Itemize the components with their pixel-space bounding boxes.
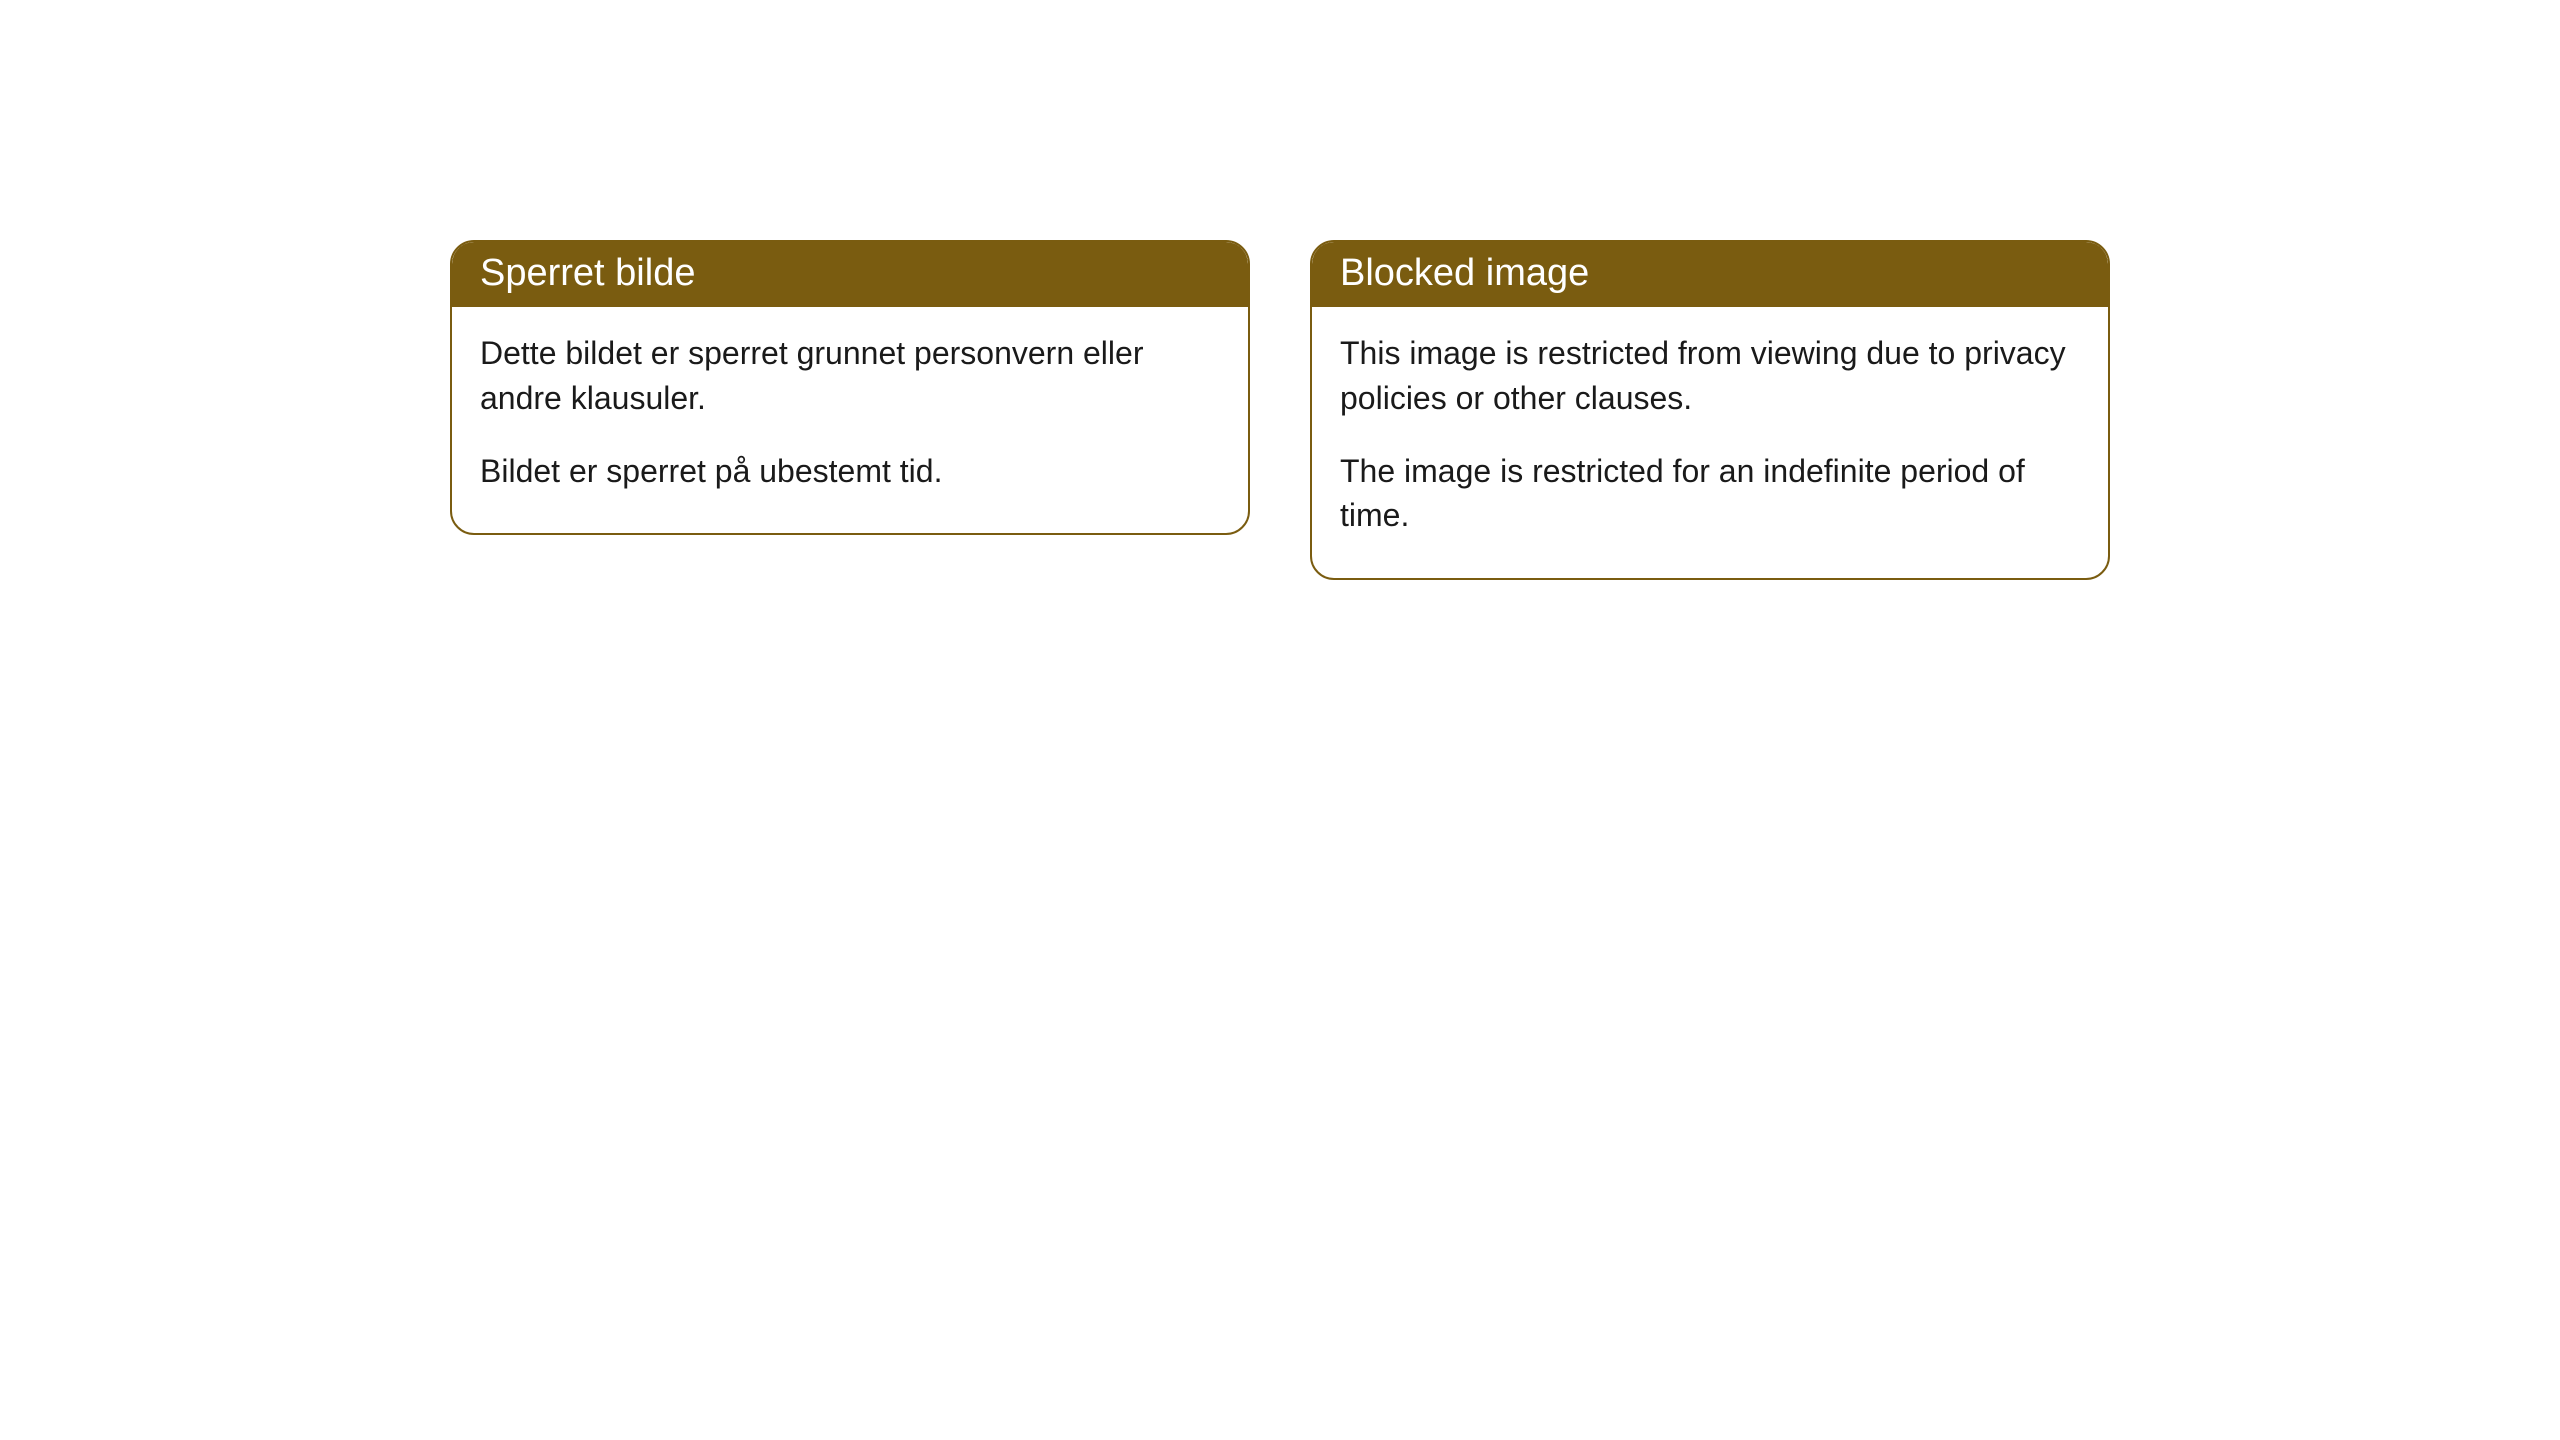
card-header-english: Blocked image [1312,242,2108,307]
card-header-norwegian: Sperret bilde [452,242,1248,307]
card-paragraph-2: The image is restricted for an indefinit… [1340,449,2080,539]
card-paragraph-1: Dette bildet er sperret grunnet personve… [480,331,1220,421]
blocked-image-card-english: Blocked image This image is restricted f… [1310,240,2110,580]
card-title: Blocked image [1340,252,1589,294]
card-body-norwegian: Dette bildet er sperret grunnet personve… [452,307,1248,533]
cards-container: Sperret bilde Dette bildet er sperret gr… [450,240,2110,1440]
card-body-english: This image is restricted from viewing du… [1312,307,2108,578]
blocked-image-card-norwegian: Sperret bilde Dette bildet er sperret gr… [450,240,1250,535]
card-paragraph-1: This image is restricted from viewing du… [1340,331,2080,421]
card-paragraph-2: Bildet er sperret på ubestemt tid. [480,449,1220,494]
card-title: Sperret bilde [480,252,695,294]
